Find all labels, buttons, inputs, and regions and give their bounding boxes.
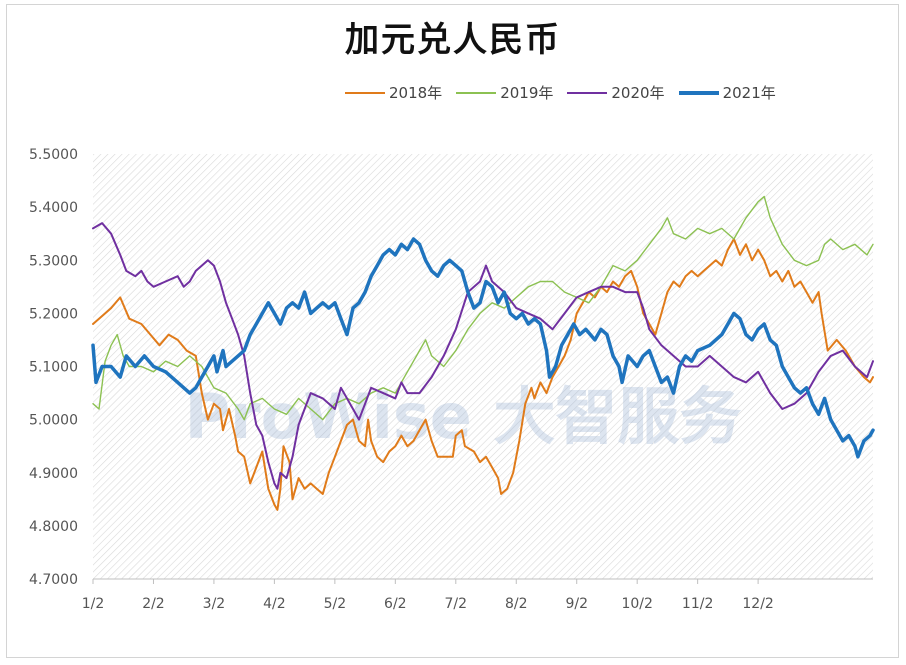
series-line-2018	[92, 238, 874, 511]
x-tick-label: 3/2	[203, 596, 226, 612]
x-tick-label: 9/2	[565, 596, 588, 612]
y-tick-label: 5.3000	[29, 253, 78, 269]
chart-legend: 2018年 2019年 2020年 2021年	[345, 82, 776, 103]
y-tick-label: 4.8000	[29, 519, 78, 535]
y-tick-label: 4.7000	[29, 572, 78, 588]
legend-swatch-2019	[456, 91, 497, 94]
x-tick-label: 7/2	[445, 596, 468, 612]
legend-label-2020: 2020年	[611, 84, 665, 102]
chart-title: 加元兑人民币	[345, 20, 561, 60]
legend-label-2019: 2019年	[500, 84, 554, 102]
x-tick-label: 12/2	[742, 596, 773, 612]
x-tick-label: 1/2	[82, 596, 105, 612]
legend-item-2019: 2019年	[456, 82, 553, 103]
y-tick-label: 5.4000	[29, 200, 78, 216]
x-tick-label: 11/2	[682, 596, 713, 612]
plot-area	[93, 154, 873, 579]
x-tick-label: 4/2	[263, 596, 286, 612]
legend-item-2021: 2021年	[678, 82, 776, 103]
legend-label-2018: 2018年	[389, 84, 443, 102]
y-tick-label: 4.9000	[29, 466, 78, 482]
y-tick-label: 5.5000	[29, 147, 78, 163]
x-tick-label: 5/2	[324, 596, 347, 612]
legend-swatch-2020	[567, 91, 608, 94]
y-tick-label: 5.2000	[29, 306, 78, 322]
y-tick-label: 5.1000	[29, 360, 78, 376]
x-tick-label: 2/2	[142, 596, 165, 612]
legend-swatch-2018	[345, 91, 385, 94]
y-tick-label: 5.0000	[29, 413, 78, 429]
legend-swatch-2021	[678, 90, 719, 95]
legend-item-2018: 2018年	[345, 82, 442, 103]
legend-label-2021: 2021年	[722, 84, 776, 102]
x-tick-label: 10/2	[621, 596, 652, 612]
series-line-2019	[92, 195, 874, 421]
legend-item-2020: 2020年	[567, 82, 665, 103]
x-tick-label: 6/2	[384, 596, 407, 612]
x-tick-label: 8/2	[505, 596, 528, 612]
series-line-2020	[92, 222, 874, 490]
watermark-text: ProWise 大智服务	[185, 380, 742, 453]
series-line-2021	[91, 237, 875, 459]
